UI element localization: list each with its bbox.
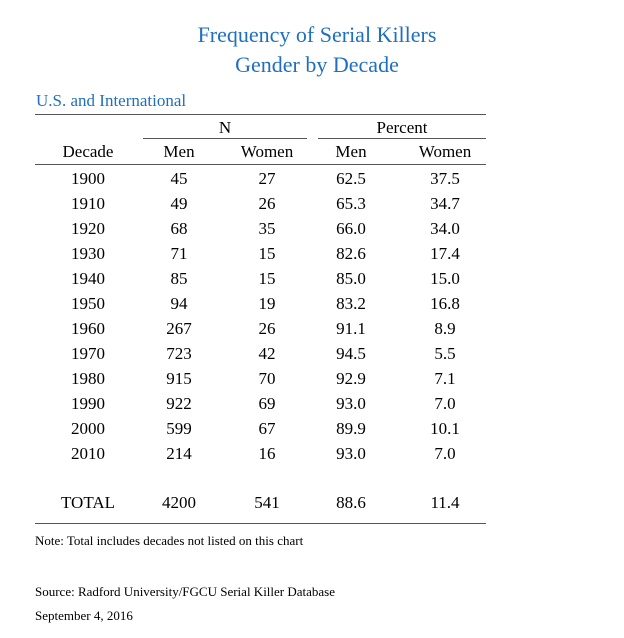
cell-percent-women: 10.1 — [430, 419, 460, 438]
total-n-women: 541 — [254, 493, 280, 512]
table-row: 1980 915 70 92.9 7.1 — [0, 368, 624, 390]
table-row: 1940 85 15 85.0 15.0 — [0, 268, 624, 290]
cell-n-women: 69 — [258, 394, 276, 413]
cell-n-women: 42 — [258, 344, 276, 363]
cell-n-men: 599 — [166, 419, 192, 438]
top-rule — [35, 114, 486, 115]
total-n-men: 4200 — [162, 493, 196, 512]
table-row: 2000 599 67 89.9 10.1 — [0, 418, 624, 440]
cell-percent-men: 62.5 — [336, 169, 366, 188]
cell-decade: 1920 — [71, 219, 105, 238]
cell-n-women: 26 — [258, 319, 276, 338]
cell-decade: 1970 — [71, 344, 105, 363]
table-row: 1950 94 19 83.2 16.8 — [0, 293, 624, 315]
cell-decade: 1910 — [71, 194, 105, 213]
cell-percent-men: 65.3 — [336, 194, 366, 213]
column-header-n-women: Women — [240, 142, 294, 161]
cell-percent-women: 8.9 — [434, 319, 456, 338]
column-header-n-men: Men — [163, 142, 195, 161]
total-label: TOTAL — [60, 493, 116, 512]
table-row: 1930 71 15 82.6 17.4 — [0, 243, 624, 265]
cell-percent-men: 85.0 — [336, 269, 366, 288]
table-row: 1900 45 27 62.5 37.5 — [0, 168, 624, 190]
cell-n-men: 71 — [170, 244, 188, 263]
cell-n-men: 922 — [166, 394, 192, 413]
cell-n-women: 19 — [258, 294, 276, 313]
cell-decade: 1930 — [71, 244, 105, 263]
cell-n-men: 68 — [170, 219, 188, 238]
cell-percent-women: 34.7 — [430, 194, 460, 213]
group-rule-percent — [318, 138, 486, 139]
cell-n-women: 70 — [258, 369, 276, 388]
cell-percent-women: 7.0 — [434, 394, 456, 413]
cell-n-women: 15 — [258, 269, 276, 288]
cell-percent-men: 66.0 — [336, 219, 366, 238]
cell-decade: 1990 — [71, 394, 105, 413]
cell-decade: 1960 — [71, 319, 105, 338]
header-rule — [35, 164, 486, 165]
cell-n-men: 267 — [166, 319, 192, 338]
page-title: Frequency of Serial Killers — [197, 22, 437, 47]
cell-n-men: 85 — [170, 269, 188, 288]
group-rule-n — [143, 138, 307, 139]
group-header-percent: Percent — [376, 118, 428, 137]
total-row: TOTAL 4200 541 88.6 11.4 — [0, 492, 624, 514]
table-header-row: Decade Men Women Men Women — [0, 141, 624, 163]
cell-n-women: 67 — [258, 419, 276, 438]
cell-percent-men: 92.9 — [336, 369, 366, 388]
source-note: Source: Radford University/FGCU Serial K… — [35, 584, 336, 599]
table-row: 1990 922 69 93.0 7.0 — [0, 393, 624, 415]
date-note: September 4, 2016 — [35, 608, 133, 623]
cell-decade: 1980 — [71, 369, 105, 388]
cell-percent-men: 89.9 — [336, 419, 366, 438]
table-row: 1970 723 42 94.5 5.5 — [0, 343, 624, 365]
cell-n-men: 723 — [166, 344, 192, 363]
cell-n-women: 35 — [258, 219, 276, 238]
cell-n-men: 915 — [166, 369, 192, 388]
column-header-decade: Decade — [62, 142, 114, 161]
cell-percent-women: 7.0 — [434, 444, 456, 463]
column-header-percent-women: Women — [418, 142, 472, 161]
group-header-n: N — [218, 118, 232, 137]
cell-decade: 1900 — [71, 169, 105, 188]
cell-percent-women: 37.5 — [430, 169, 460, 188]
cell-percent-men: 82.6 — [336, 244, 366, 263]
cell-percent-men: 93.0 — [336, 444, 366, 463]
table-row: 2010 214 16 93.0 7.0 — [0, 443, 624, 465]
column-header-percent-men: Men — [335, 142, 367, 161]
cell-n-men: 94 — [170, 294, 188, 313]
page-subtitle: Gender by Decade — [235, 52, 399, 77]
cell-n-men: 214 — [166, 444, 192, 463]
table-row: 1910 49 26 65.3 34.7 — [0, 193, 624, 215]
table-row: 1920 68 35 66.0 34.0 — [0, 218, 624, 240]
cell-decade: 1940 — [71, 269, 105, 288]
cell-percent-men: 83.2 — [336, 294, 366, 313]
cell-n-men: 45 — [170, 169, 188, 188]
footnote: Note: Total includes decades not listed … — [35, 533, 304, 548]
table-row: 1960 267 26 91.1 8.9 — [0, 318, 624, 340]
cell-decade: 2010 — [71, 444, 105, 463]
cell-n-women: 15 — [258, 244, 276, 263]
cell-percent-men: 93.0 — [336, 394, 366, 413]
cell-percent-men: 91.1 — [336, 319, 366, 338]
cell-percent-women: 16.8 — [430, 294, 460, 313]
cell-percent-women: 7.1 — [434, 369, 456, 388]
cell-n-women: 27 — [258, 169, 276, 188]
total-percent-women: 11.4 — [430, 493, 460, 512]
cell-decade: 1950 — [71, 294, 105, 313]
cell-n-women: 26 — [258, 194, 276, 213]
cell-percent-men: 94.5 — [336, 344, 366, 363]
cell-percent-women: 17.4 — [430, 244, 460, 263]
total-percent-men: 88.6 — [336, 493, 366, 512]
cell-decade: 2000 — [71, 419, 105, 438]
section-label: U.S. and International — [36, 91, 187, 110]
cell-n-men: 49 — [170, 194, 188, 213]
cell-percent-women: 15.0 — [430, 269, 460, 288]
cell-percent-women: 5.5 — [434, 344, 456, 363]
cell-n-women: 16 — [258, 444, 276, 463]
bottom-rule — [35, 523, 486, 524]
cell-percent-women: 34.0 — [430, 219, 460, 238]
